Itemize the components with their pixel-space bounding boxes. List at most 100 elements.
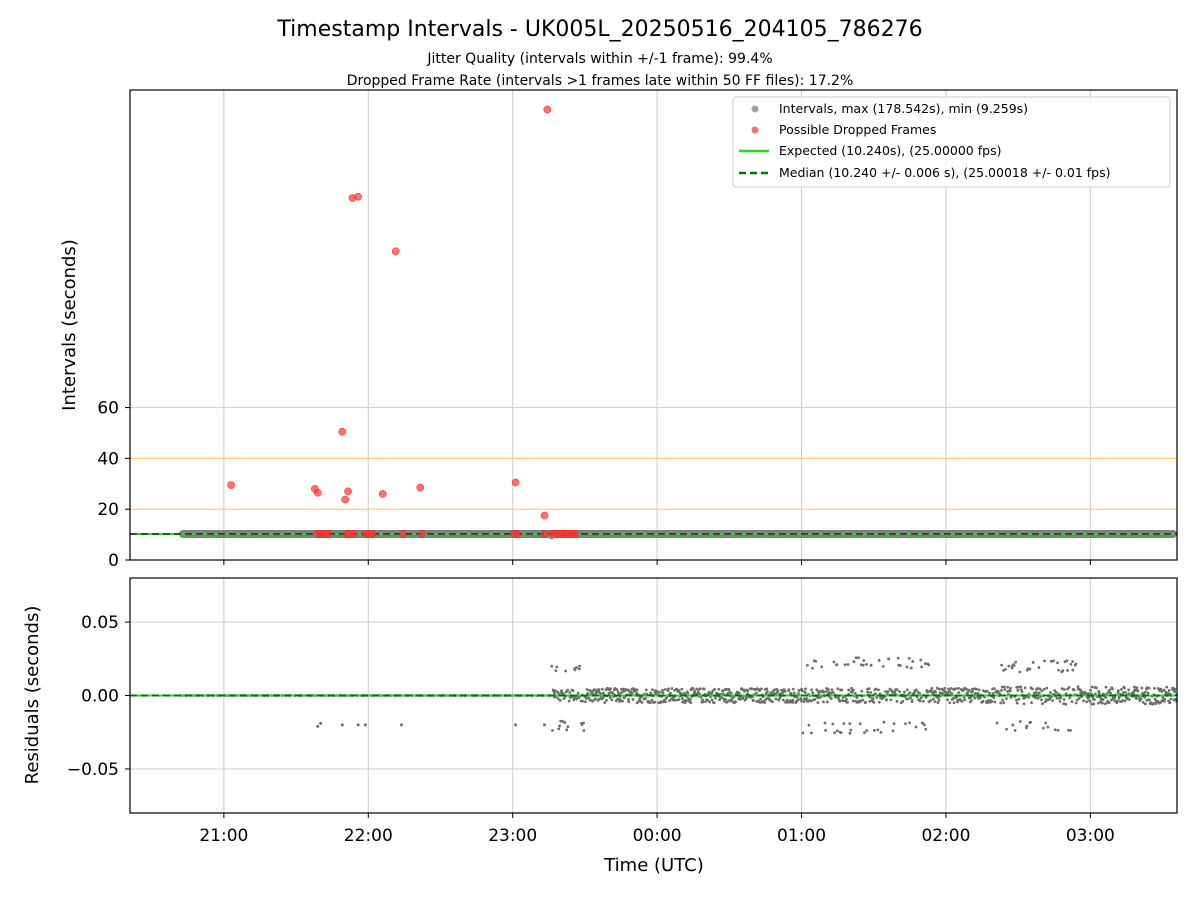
residual-point	[653, 700, 657, 704]
dropped-frame-point	[399, 529, 407, 538]
dropped-frame-point	[540, 529, 549, 538]
residual-point	[1003, 688, 1007, 691]
residual-point	[1030, 701, 1033, 705]
residual-point	[702, 687, 706, 691]
residual-point	[559, 719, 563, 723]
residual-point	[706, 698, 710, 702]
residual-point	[766, 690, 769, 694]
residual-point	[849, 728, 853, 732]
residual-point	[1053, 728, 1057, 732]
residual-point	[758, 701, 762, 704]
residual-point	[1008, 689, 1012, 693]
residual-point	[865, 729, 869, 732]
residual-point	[1029, 720, 1032, 724]
residual-point	[1095, 686, 1099, 690]
residual-point	[607, 691, 611, 695]
residual-point	[786, 700, 790, 704]
residual-point	[1121, 691, 1125, 694]
legend-marker-dropped	[751, 126, 759, 134]
residual-point	[842, 722, 846, 725]
residual-point	[1162, 688, 1166, 692]
residual-point	[713, 688, 717, 691]
residual-point	[855, 696, 859, 700]
bottom-y-tick-label: 0.00	[81, 687, 119, 707]
dropped-frame-point	[344, 487, 352, 496]
residual-point	[992, 687, 996, 690]
residual-outlier-point	[319, 721, 323, 725]
residual-point	[714, 696, 717, 700]
residual-point	[918, 699, 922, 703]
dropped-frame-point	[511, 478, 520, 487]
residual-point	[669, 691, 672, 695]
residual-point	[895, 688, 899, 692]
residual-point	[1077, 697, 1081, 700]
residual-point	[708, 700, 712, 704]
bottom-y-tick-label: 0.05	[81, 613, 119, 633]
residual-point	[960, 699, 964, 703]
residual-point	[1107, 701, 1111, 705]
residual-point	[1005, 697, 1008, 700]
residual-point	[1018, 670, 1022, 674]
residual-point	[1002, 701, 1006, 705]
residual-point	[1113, 696, 1117, 699]
residual-point	[575, 666, 578, 669]
residual-point	[796, 698, 800, 702]
residual-point	[1006, 685, 1010, 689]
residual-point	[562, 697, 566, 701]
residual-point	[1097, 691, 1101, 695]
residual-point	[924, 727, 928, 731]
residual-point	[1001, 698, 1004, 702]
residual-point	[551, 729, 554, 732]
residual-point	[841, 699, 845, 703]
residual-point	[726, 692, 729, 695]
residual-point	[800, 699, 803, 703]
residual-point	[698, 692, 701, 696]
residual-point	[941, 688, 945, 692]
residual-point	[1017, 697, 1021, 701]
top-y-tick-label: 40	[97, 449, 119, 469]
residual-point	[907, 656, 911, 660]
residual-point	[797, 692, 800, 695]
residual-point	[816, 701, 820, 704]
dropped-frame-point	[416, 483, 425, 492]
residual-point	[729, 691, 733, 695]
residual-point	[1093, 698, 1096, 701]
residual-point	[1087, 692, 1090, 695]
residual-point	[868, 695, 872, 699]
residual-point	[592, 688, 596, 692]
residual-point	[744, 697, 748, 700]
residual-point	[1004, 667, 1007, 671]
residual-point	[877, 688, 880, 692]
residual-point	[589, 689, 593, 693]
residual-point	[667, 687, 670, 691]
residual-point	[1042, 687, 1046, 691]
bottom-y-axis-label: Residuals (seconds)	[22, 606, 43, 785]
residual-point	[698, 687, 702, 691]
residual-point	[1133, 685, 1136, 689]
residual-point	[969, 696, 973, 700]
residual-point	[962, 695, 966, 699]
residual-point	[582, 721, 585, 725]
residual-point	[1018, 720, 1022, 723]
dropped-frame-point	[513, 529, 521, 538]
residual-point	[1153, 686, 1156, 690]
residual-point	[630, 692, 634, 695]
residual-point	[1121, 699, 1124, 702]
residual-point	[582, 729, 586, 732]
residual-point	[833, 731, 836, 735]
residual-point	[848, 731, 852, 735]
residual-point	[670, 687, 674, 690]
residual-point	[811, 666, 814, 670]
residual-point	[1119, 687, 1123, 691]
residual-point	[631, 698, 635, 701]
residual-point	[874, 687, 878, 691]
residual-point	[924, 696, 928, 699]
residual-point	[824, 728, 828, 732]
residual-point	[1041, 702, 1044, 706]
residual-point	[978, 696, 982, 700]
residual-point	[910, 698, 914, 702]
residual-point	[743, 689, 746, 693]
residual-point	[616, 690, 620, 694]
residual-point	[701, 698, 704, 702]
residual-point	[684, 699, 688, 703]
